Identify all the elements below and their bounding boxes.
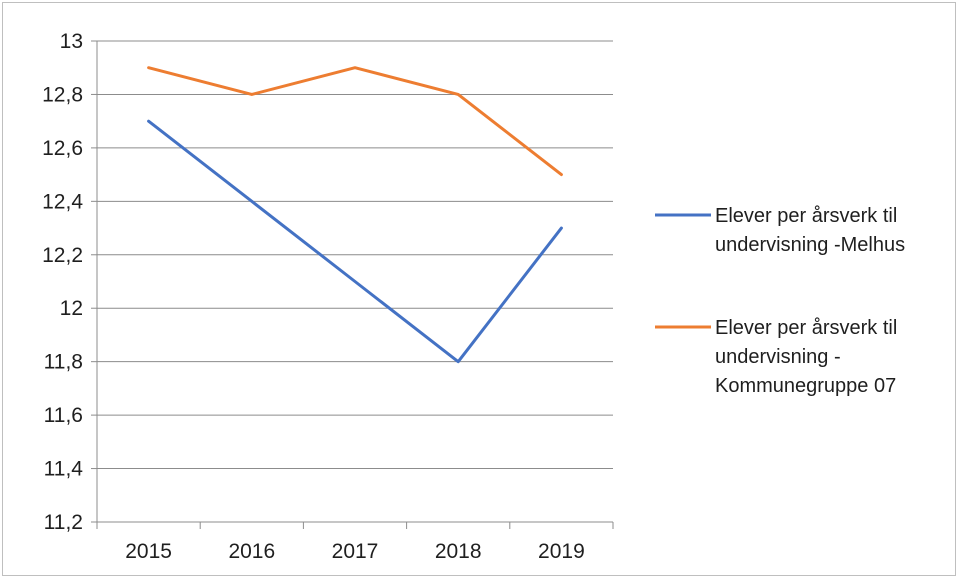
x-tick-label: 2018 — [435, 540, 482, 563]
series-line-2 — [149, 68, 562, 175]
y-tick-label: 12 — [60, 297, 83, 320]
legend: Elever per årsverk til undervisning -Melh… — [655, 205, 905, 397]
legend-label-2: Elever per årsverk til — [715, 317, 897, 339]
legend-label-2: Kommunegruppe 07 — [715, 375, 896, 397]
legend-label-1: undervisning -Melhus — [715, 234, 905, 256]
y-tick-label: 11,6 — [44, 404, 83, 427]
x-tick-label: 2017 — [332, 540, 379, 563]
y-tick-label: 11,2 — [44, 511, 83, 534]
y-tick-label: 12,6 — [42, 137, 83, 160]
y-tick-label: 11,4 — [44, 458, 84, 481]
x-tick-label: 2015 — [125, 540, 172, 563]
x-tick-label: 2019 — [538, 540, 585, 563]
y-tick-label: 12,4 — [42, 190, 83, 213]
gridlines — [97, 41, 613, 469]
y-tick-label: 12,2 — [42, 244, 83, 267]
legend-label-1: Elever per årsverk til — [715, 205, 897, 227]
axes: 11,2 11,4 11,6 11,8 12 12,2 12,4 12,6 12,8 13 2015… — [42, 30, 613, 563]
y-tick-label: 13 — [60, 30, 83, 53]
series-lines — [149, 68, 562, 362]
line-chart: 11,2 11,4 11,6 11,8 12 12,2 12,4 12,6 12,8 13 2015… — [3, 3, 957, 577]
x-tick-label: 2016 — [228, 540, 275, 563]
y-tick-label: 11,8 — [44, 351, 83, 374]
y-tick-label: 12,8 — [42, 83, 83, 106]
legend-label-2: undervisning - — [715, 346, 841, 368]
series-line-1 — [149, 121, 562, 362]
